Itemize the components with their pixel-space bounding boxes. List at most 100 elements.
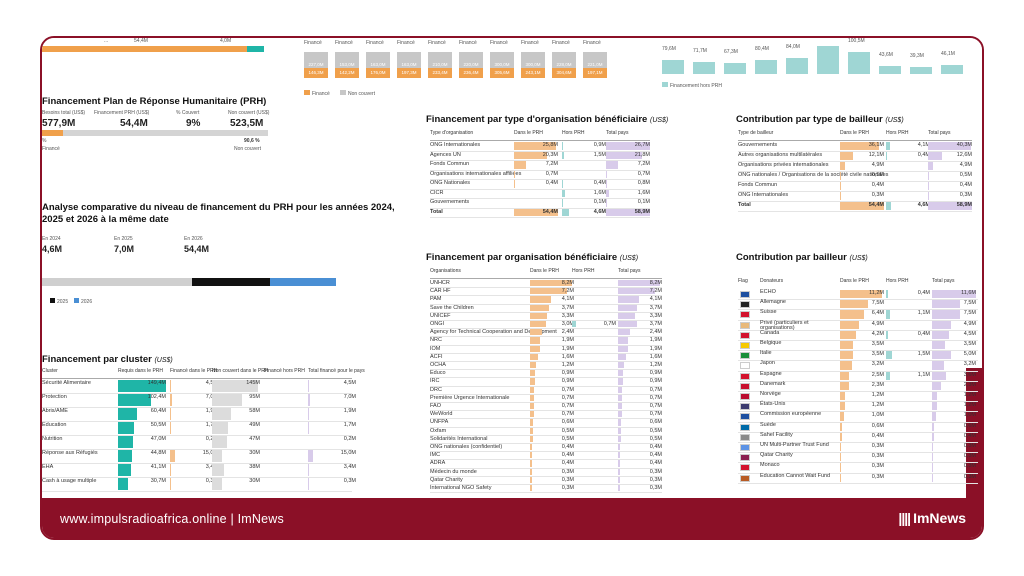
donor-bar [840, 453, 842, 462]
column-value-bottom: 305,6M [494, 70, 510, 75]
donor-cell: 0,6M [963, 422, 976, 429]
column-axis-label: Financé [428, 40, 446, 46]
org-benef-cell: ONGI [430, 321, 445, 327]
donor-bar [840, 371, 850, 380]
donor-cell: 4,2M [871, 330, 884, 337]
org-benef-cell: UNHCR [430, 280, 450, 286]
org-benef-header: Organisations [430, 268, 461, 274]
cluster-cell: 30M [249, 450, 260, 456]
org-benef-cell: DRC [430, 386, 442, 393]
donor-type-cell: 0,5M [871, 172, 884, 178]
donor-bar [932, 361, 945, 370]
cluster-bar [212, 394, 243, 406]
org-type-cell: 4,6M [593, 208, 606, 215]
donor-name: UN Multi-Partner Trust Fund [760, 442, 829, 448]
donor-name: Italie [760, 350, 772, 357]
org-type-cell: Organisations internationales affiliées [430, 170, 522, 177]
org-type-bar [562, 151, 565, 159]
donor-row-rule [738, 350, 978, 352]
column-financed [490, 68, 514, 78]
donor-row-rule [738, 299, 978, 301]
donor-type-cell: 0,5M [959, 172, 972, 178]
org-benef-cell: 8,2M [561, 280, 574, 286]
donor-bar [886, 330, 888, 339]
donor-type-cell: 4,1M [917, 142, 930, 148]
org-benef-row-rule [430, 402, 662, 403]
donor-bar [932, 463, 934, 472]
org-benef-header: Hors PRH [572, 268, 595, 274]
org-type-bar [606, 161, 618, 169]
column-financed [583, 68, 607, 78]
donor-cell: 0,3M [963, 453, 976, 460]
outside-column [755, 60, 777, 74]
donor-type-cell: 4,9M [871, 162, 884, 168]
comparison-bar-track [42, 278, 192, 286]
donor-bar [840, 402, 845, 411]
donor-row-rule [738, 421, 978, 423]
org-benef-row-rule [430, 320, 662, 321]
cluster-bar [308, 464, 310, 476]
cluster-bar [170, 464, 172, 476]
cluster-cell: 3,4M [343, 464, 356, 470]
org-benef-bar [530, 419, 534, 426]
org-benef-bar [618, 329, 631, 336]
cluster-row-rule [42, 449, 352, 450]
cluster-header: Non couvert dans le PRH [212, 368, 269, 374]
org-benef-cell: 3,3M [561, 312, 574, 319]
org-benef-cell: 0,3M [561, 476, 574, 483]
org-benef-bar [618, 296, 640, 303]
org-benef-bar [530, 394, 534, 401]
org-benef-bar [618, 288, 656, 295]
donor-cell: 2,3M [871, 381, 884, 388]
org-benef-bar [618, 427, 621, 434]
country-flag-icon [740, 413, 750, 421]
cluster-cell: 0,3M [343, 478, 356, 484]
donor-row-rule [738, 360, 978, 362]
cluster-cell: 49M [249, 422, 260, 428]
org-benef-bar [530, 485, 532, 492]
cluster-bar [212, 380, 259, 392]
donor-name: Canada [760, 329, 780, 336]
org-benef-cell: 1,6M [561, 353, 574, 360]
org-benef-row-rule [430, 336, 662, 338]
column-financed [335, 68, 359, 78]
org-benef-cell: 0,4M [561, 444, 574, 450]
org-type-cell: Agences UN [430, 151, 461, 158]
footer-link[interactable]: www.impulsradioafrica.online | ImNews [60, 512, 284, 526]
org-benef-bar [530, 468, 532, 475]
donor-cell: 1,2M [963, 392, 976, 398]
org-benef-cell: 0,7M [649, 411, 662, 418]
org-type-bar [562, 208, 570, 216]
org-type-cell: Gouvernements [430, 199, 470, 205]
org-benef-cell: 3,0M [561, 321, 574, 327]
column-value-bottom: 197,1M [587, 70, 603, 75]
column-not-covered [552, 52, 576, 68]
donor-bar [840, 412, 844, 421]
outside-column [879, 66, 901, 74]
org-type-bar [514, 142, 557, 150]
donor-cell: 4,9M [871, 320, 884, 327]
donor-type-row-rule [738, 161, 972, 162]
org-benef-cell: 7,2M [649, 288, 662, 295]
donor-type-row-rule [738, 201, 972, 202]
donor-cell: 0,3M [871, 463, 884, 470]
org-benef-cell: Médecin du monde [430, 468, 477, 475]
org-benef-cell: UNFPA [430, 419, 449, 426]
org-benef-bar [530, 403, 534, 410]
comparison-title-1: Analyse comparative du niveau de finance… [42, 202, 395, 213]
country-flag-icon [740, 372, 750, 380]
org-benef-row-rule [430, 311, 662, 313]
column-financed [521, 68, 545, 78]
cluster-cell: 41,1M [150, 464, 166, 470]
cluster-cell: 4,5M [194, 380, 218, 386]
org-type-bar [606, 189, 609, 197]
country-flag-icon [740, 311, 750, 319]
prh-coverage-track [42, 130, 268, 136]
org-type-cell: 0,1M [593, 199, 606, 205]
donor-bar [840, 381, 849, 390]
donor-cell: 1,1M [917, 371, 930, 378]
org-benef-row-rule [430, 434, 662, 436]
cluster-cell: 58M [249, 408, 260, 414]
column-value-top: 300,0M [525, 62, 541, 67]
org-benef-bar [618, 435, 621, 442]
